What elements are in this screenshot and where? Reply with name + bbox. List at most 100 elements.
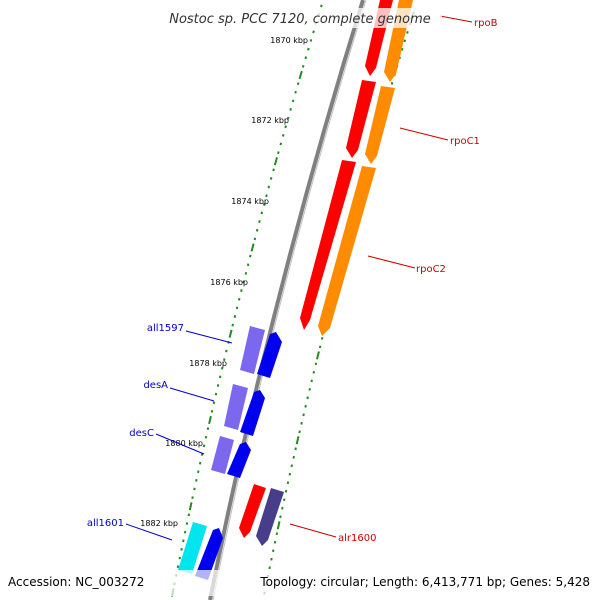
major-tick (316, 351, 320, 360)
gene-label-desC[interactable]: desC (129, 428, 154, 439)
minor-tick (277, 151, 280, 155)
minor-tick (288, 472, 292, 476)
gene-desC-group[interactable] (211, 436, 251, 478)
gene-all1597-lavender[interactable] (240, 326, 265, 374)
gene-label-all1601[interactable]: all1601 (87, 518, 124, 529)
tick-label-1878: 1878 kbp (189, 359, 227, 368)
gene-desC-blue[interactable] (227, 442, 251, 478)
minor-tick (294, 90, 297, 94)
major-tick (250, 243, 255, 252)
minor-tick (292, 455, 295, 459)
minor-tick (193, 487, 196, 491)
major-tick (295, 436, 300, 445)
gene-rpoC1-red[interactable] (346, 80, 376, 158)
minor-tick (290, 464, 294, 468)
major-tick (276, 521, 281, 530)
callout-line-rpoC2 (367, 255, 416, 269)
gene-rpoC1-orange[interactable] (365, 86, 395, 164)
minor-tick (300, 421, 303, 425)
minor-tick (255, 228, 259, 232)
minor-tick (185, 522, 189, 525)
gene-label-rpoB[interactable]: rpoB (474, 18, 498, 29)
minor-tick (206, 427, 210, 431)
minor-tick (216, 384, 220, 387)
major-tick (273, 157, 278, 166)
gene-rpoC2-group[interactable] (300, 160, 376, 336)
gene-label-all1597[interactable]: all1597 (147, 323, 184, 334)
gene-desA-lavender[interactable] (224, 384, 248, 430)
minor-tick (265, 194, 268, 198)
minor-tick (298, 430, 301, 434)
minor-tick (320, 4, 323, 8)
minor-tick (244, 271, 248, 275)
minor-tick (390, 81, 394, 85)
callout-line-all1601 (125, 523, 173, 541)
minor-tick (281, 506, 284, 510)
gene-label-alr1600[interactable]: alr1600 (338, 533, 376, 544)
gene-all1601-group[interactable] (178, 522, 223, 580)
minor-tick (187, 513, 191, 517)
minor-tick (314, 362, 318, 366)
gene-alr1600-slate[interactable] (256, 488, 284, 546)
minor-tick (406, 30, 409, 34)
genome-backbone-highlight (212, 0, 367, 600)
minor-tick (273, 540, 277, 544)
gene-rpoC2-orange[interactable] (318, 166, 376, 336)
minor-tick (212, 401, 216, 405)
minor-tick (225, 349, 228, 353)
minor-tick (281, 133, 285, 137)
gene-label-rpoC2[interactable]: rpoC2 (416, 264, 446, 275)
tick-label-1874: 1874 kbp (231, 197, 269, 206)
major-tick (188, 502, 193, 511)
gene-desA-group[interactable] (224, 384, 265, 436)
minor-tick (318, 345, 322, 349)
minor-tick (246, 263, 250, 267)
genome-backbone (208, 0, 365, 600)
gene-rpoC1-group[interactable] (346, 80, 395, 164)
minor-tick (210, 409, 214, 413)
gene-desA-blue[interactable] (240, 390, 265, 436)
minor-tick (308, 387, 311, 391)
gene-alr1600-red[interactable] (239, 484, 266, 538)
minor-tick (286, 116, 290, 120)
gene-rpoC2-red[interactable] (300, 160, 356, 330)
minor-tick (202, 444, 206, 448)
minor-tick (270, 557, 273, 561)
gene-all1601-cyan[interactable] (178, 522, 207, 574)
major-tick (298, 70, 303, 80)
minor-tick (178, 556, 181, 560)
callout-lines (125, 15, 473, 541)
minor-tick (258, 220, 261, 224)
gene-label-desA[interactable]: desA (143, 380, 168, 391)
gene-desC-lavender[interactable] (211, 436, 234, 474)
gene-all1597-group[interactable] (240, 326, 282, 378)
minor-tick (268, 566, 271, 570)
minor-tick (284, 489, 288, 493)
minor-tick (284, 125, 287, 129)
map-title: Nostoc sp. PCC 7120, complete genome (169, 12, 431, 27)
gene-all1597-blue[interactable] (257, 332, 282, 378)
minor-tick (312, 30, 315, 34)
gene-all1601-blue[interactable] (195, 528, 223, 580)
minor-tick (294, 447, 297, 451)
tick-label-1880: 1880 kbp (165, 439, 203, 448)
minor-tick (275, 532, 279, 536)
minor-tick (242, 280, 245, 284)
minor-tick (282, 498, 286, 502)
callout-line-desC (155, 433, 205, 455)
minor-tick (301, 64, 305, 68)
minor-tick (204, 435, 208, 439)
minor-tick (400, 47, 404, 51)
minor-tick (260, 211, 264, 215)
minor-tick (320, 336, 324, 340)
minor-tick (231, 323, 234, 327)
gene-alr1600-group[interactable] (239, 484, 284, 546)
minor-tick (223, 358, 226, 362)
minor-tick (296, 82, 300, 86)
gene-label-rpoC1[interactable]: rpoC1 (450, 136, 480, 147)
minor-tick (279, 142, 283, 146)
minor-tick (176, 565, 180, 569)
minor-tick (272, 549, 275, 553)
accession-text: Accession: NC_003272 (8, 575, 144, 589)
